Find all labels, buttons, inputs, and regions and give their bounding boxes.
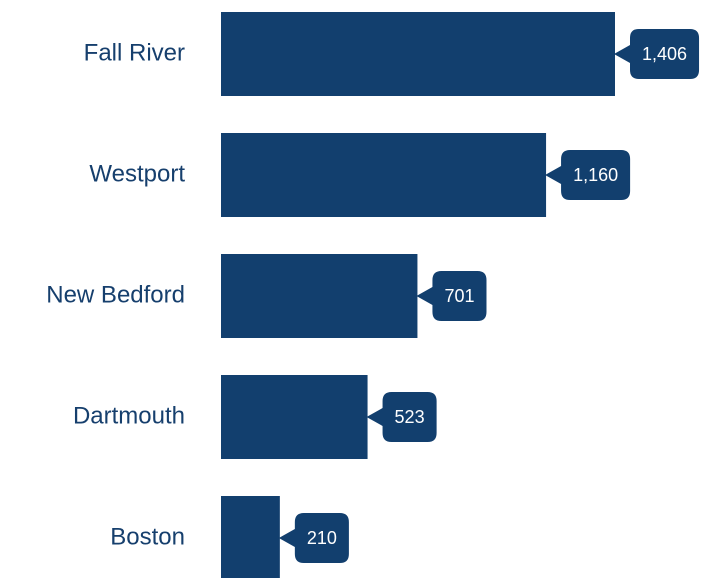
category-label: New Bedford: [46, 281, 185, 308]
value-label: 210: [307, 528, 337, 548]
callout-bubble: [545, 150, 631, 200]
value-callout: [614, 29, 700, 79]
value-callout: [416, 271, 487, 321]
category-label: Westport: [89, 160, 185, 187]
bar: [221, 254, 418, 338]
value-label: 523: [395, 407, 425, 427]
bar: [221, 496, 280, 578]
bar: [221, 12, 615, 96]
value-label: 701: [444, 286, 474, 306]
callout-bubble: [278, 513, 349, 563]
value-callout: [278, 513, 349, 563]
callout-bubble: [416, 271, 487, 321]
callout-bubble: [366, 392, 437, 442]
value-callout: [366, 392, 437, 442]
bar: [221, 133, 547, 217]
category-label: Dartmouth: [73, 402, 185, 429]
value-label: 1,160: [573, 165, 618, 185]
value-callout: [545, 150, 631, 200]
category-label: Fall River: [84, 39, 185, 66]
value-label: 1,406: [642, 44, 687, 64]
category-label: Boston: [110, 523, 185, 550]
callout-bubble: [614, 29, 700, 79]
bar: [221, 375, 368, 459]
